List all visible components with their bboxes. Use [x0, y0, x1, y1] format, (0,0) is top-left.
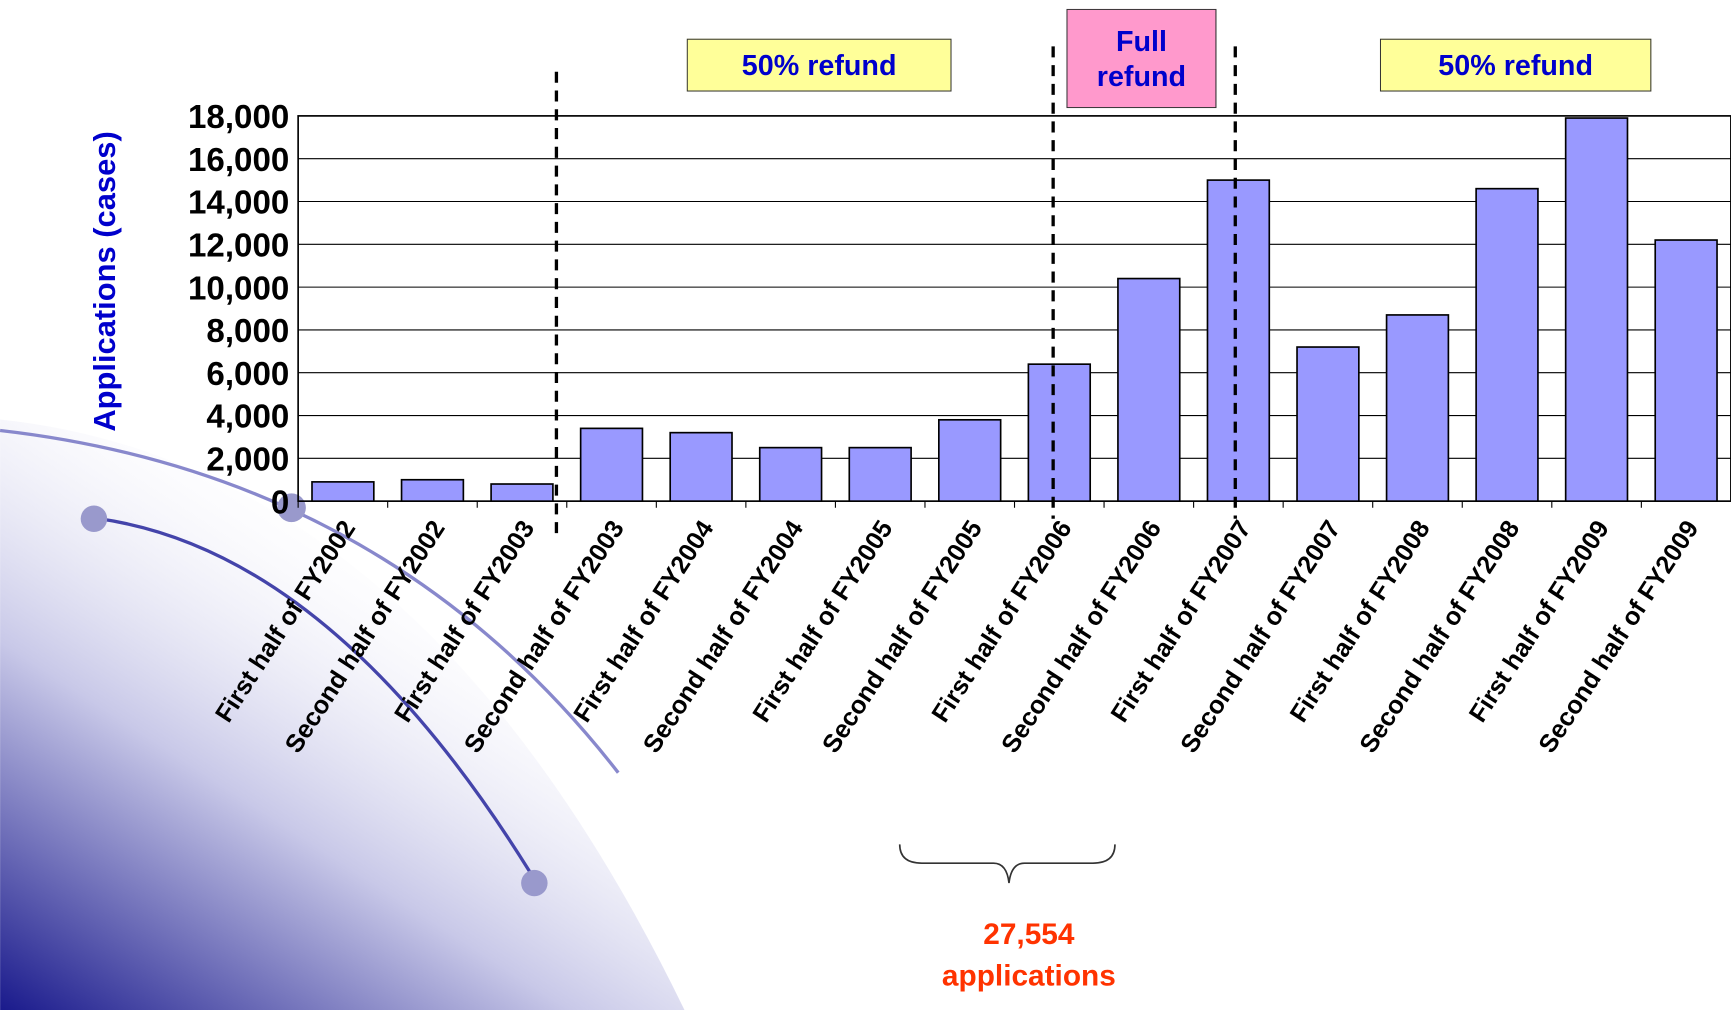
x-tick-label: Second half of FY2009 [1533, 516, 1704, 758]
y-tick-label: 14,000 [188, 185, 289, 222]
y-tick-label: 2,000 [206, 441, 289, 478]
x-tick-label: Second half of FY2007 [1175, 516, 1346, 758]
brace [898, 844, 1116, 884]
bar [1654, 239, 1718, 502]
x-tick-label: Second half of FY2004 [638, 516, 809, 758]
annotation-box: Full refund [1066, 8, 1217, 109]
bar [848, 446, 912, 502]
y-tick-label: 0 [271, 484, 289, 521]
decoration-curve [99, 517, 532, 873]
decoration-dot [80, 505, 108, 533]
bar [1296, 346, 1360, 502]
decoration-curve [0, 428, 620, 774]
y-tick-label: 8,000 [206, 313, 289, 350]
y-tick-label: 6,000 [206, 356, 289, 393]
bar [758, 446, 823, 502]
y-axis-label: Applications (cases) [87, 131, 122, 431]
y-tick-label: 18,000 [188, 99, 289, 136]
x-tick-label: Second half of FY2003 [459, 516, 630, 758]
x-tick-label: Second half of FY2005 [817, 516, 988, 758]
annotation-box: 50% refund [1379, 38, 1652, 92]
y-tick-label: 16,000 [188, 142, 289, 179]
bar [1206, 179, 1271, 502]
annotation-box: 50% refund [686, 38, 952, 92]
x-tick-label: Second half of FY2006 [996, 516, 1167, 758]
annotation: Full refund [1066, 8, 1217, 109]
bar [579, 427, 644, 502]
bar [1117, 277, 1181, 502]
background-decoration [0, 419, 685, 1010]
y-tick-label: 12,000 [188, 227, 289, 264]
bar [1564, 117, 1629, 502]
bar [1385, 314, 1450, 502]
bar [490, 483, 554, 502]
bar [669, 431, 733, 502]
annotation: 50% refund [686, 38, 952, 92]
bar [1027, 363, 1092, 502]
decoration-dot [521, 869, 548, 897]
annotation: 27,554 applications [941, 917, 1116, 993]
x-tick-label: Second half of FY2008 [1354, 516, 1525, 758]
y-tick-label: 4,000 [206, 399, 289, 436]
bar [311, 481, 375, 502]
annotation: 50% refund [1379, 38, 1652, 92]
y-tick-label: 10,000 [188, 270, 289, 307]
bar [938, 418, 1002, 502]
annotation-note: 27,554 applications [941, 917, 1116, 993]
bar [1475, 187, 1539, 502]
bar [400, 478, 465, 502]
